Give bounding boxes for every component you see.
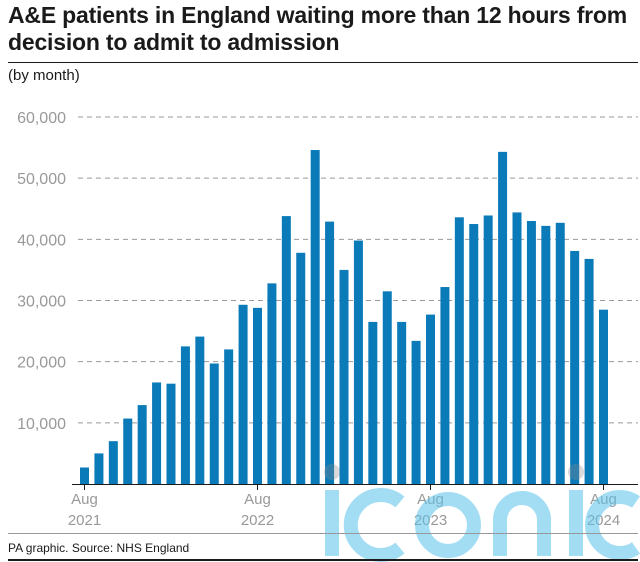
title-divider xyxy=(8,62,638,63)
bar xyxy=(411,340,421,484)
chart-title: A&E patients in England waiting more tha… xyxy=(8,2,628,55)
bar xyxy=(483,215,493,485)
x-tick-label-year: 2021 xyxy=(68,512,101,529)
y-tick-label: 60,000 xyxy=(17,110,66,127)
bar xyxy=(541,225,551,484)
bar xyxy=(80,467,89,484)
bar xyxy=(325,221,335,484)
bar xyxy=(152,382,162,484)
bar xyxy=(180,346,190,485)
bar xyxy=(137,405,147,484)
y-axis-tick-labels: 10,000 20,000 30,000 40,000 50,000 60,000 xyxy=(17,110,66,433)
x-tick-label-month: Aug xyxy=(417,491,444,508)
bar xyxy=(498,151,508,484)
bar xyxy=(599,309,608,484)
bottom-divider xyxy=(8,559,638,561)
bar xyxy=(382,291,392,484)
bar xyxy=(281,216,291,484)
bar xyxy=(353,240,363,484)
bar xyxy=(209,363,219,484)
bar xyxy=(195,336,205,484)
bar xyxy=(454,217,464,484)
bar xyxy=(584,258,594,484)
bar xyxy=(469,224,479,485)
x-tick-label-month: Aug xyxy=(244,491,271,508)
bar xyxy=(570,250,580,484)
bar xyxy=(238,304,248,484)
y-tick-label: 20,000 xyxy=(17,355,66,372)
x-tick-label-year: 2023 xyxy=(414,512,447,529)
chart-subtitle: (by month) xyxy=(8,67,80,84)
bar xyxy=(512,212,522,485)
x-axis-ticks: Aug 2021 Aug 2022 Aug 2023 Aug 2024 xyxy=(68,484,620,529)
x-tick-label-month: Aug xyxy=(590,491,617,508)
bar xyxy=(426,314,435,484)
footer-divider xyxy=(8,533,638,534)
source-note: PA graphic. Source: NHS England xyxy=(8,541,190,555)
bar xyxy=(339,269,349,484)
bar xyxy=(296,252,306,484)
y-tick-label: 50,000 xyxy=(17,171,66,188)
bar xyxy=(397,321,407,484)
bar xyxy=(108,441,118,484)
y-tick-label: 30,000 xyxy=(17,294,66,311)
y-tick-label: 40,000 xyxy=(17,232,66,249)
x-tick-label-month: Aug xyxy=(71,491,98,508)
bar xyxy=(166,383,176,484)
bar xyxy=(310,150,320,484)
bar xyxy=(440,287,450,484)
bar xyxy=(123,418,133,484)
bar xyxy=(253,307,262,484)
bar xyxy=(94,453,104,484)
bar xyxy=(555,222,565,484)
bar xyxy=(526,220,536,485)
bar xyxy=(224,349,234,484)
x-tick-label-year: 2024 xyxy=(587,512,620,529)
bar xyxy=(368,321,378,484)
bar xyxy=(267,283,277,484)
y-tick-label: 10,000 xyxy=(17,416,66,433)
x-tick-label-year: 2022 xyxy=(241,512,274,529)
bars xyxy=(80,150,608,485)
